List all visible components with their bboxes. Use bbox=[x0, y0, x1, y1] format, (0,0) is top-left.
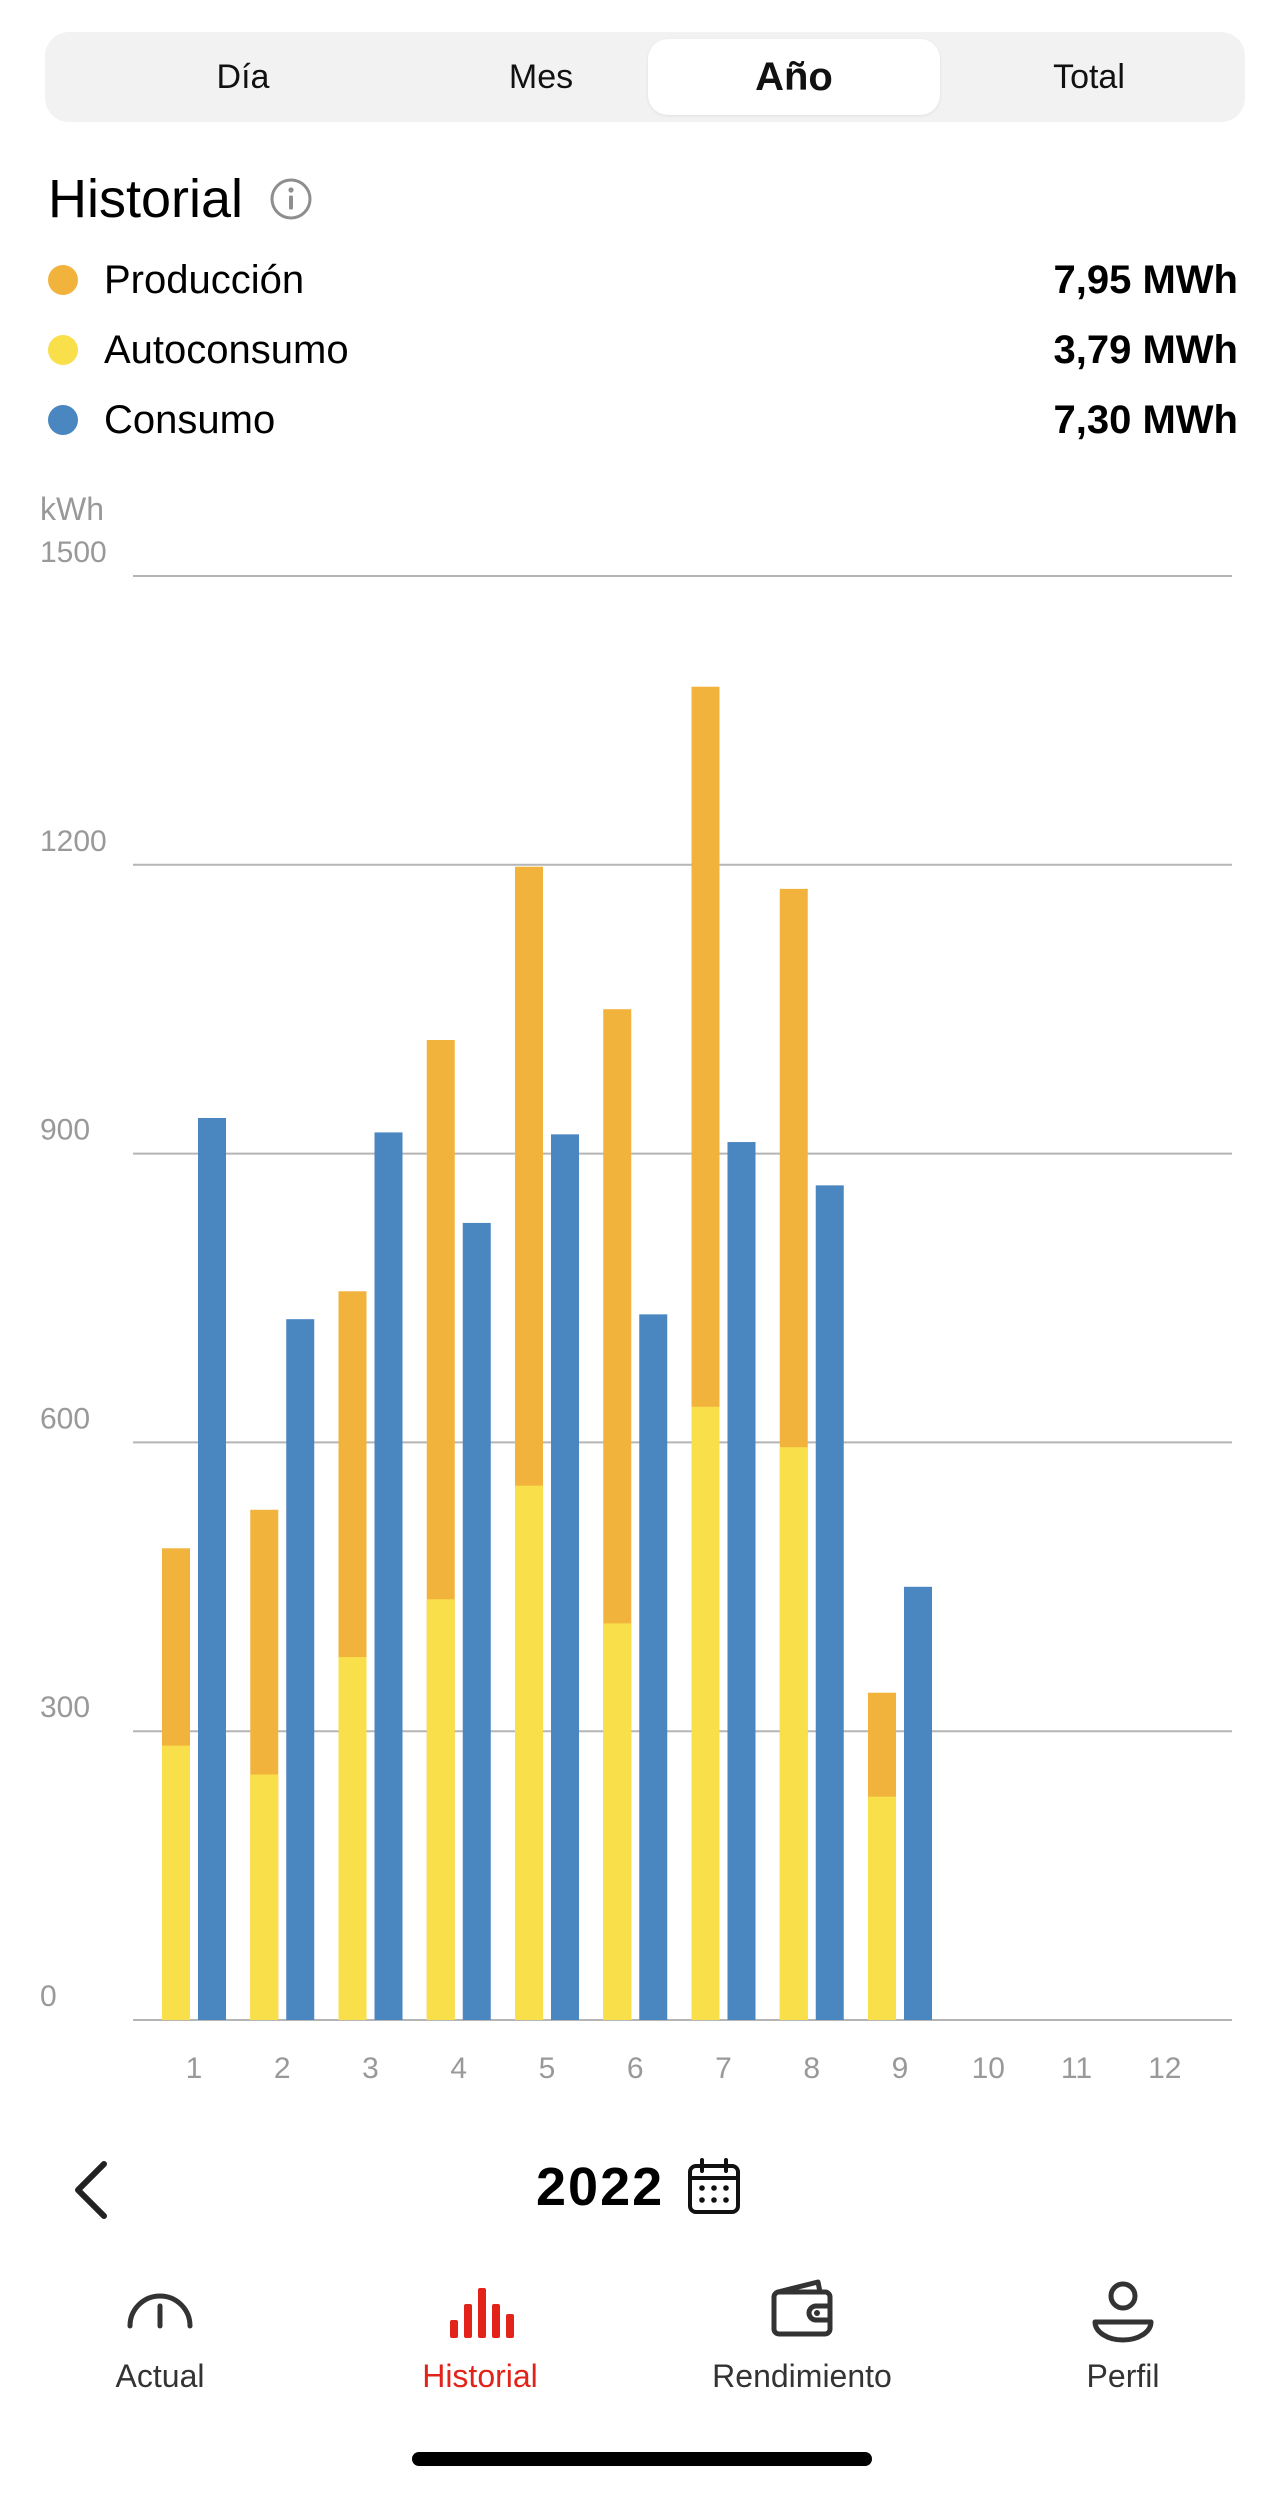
period-segmented-control: Día Mes Año Total bbox=[45, 32, 1245, 122]
bar-consumo bbox=[815, 1185, 844, 2020]
y-tick-label: 900 bbox=[40, 1114, 90, 1147]
info-icon[interactable] bbox=[269, 177, 313, 221]
home-indicator bbox=[412, 2452, 872, 2466]
bar-consumo bbox=[639, 1314, 668, 2020]
legend-label: Autoconsumo bbox=[104, 327, 349, 372]
bar-chart-icon bbox=[450, 2288, 514, 2338]
consumo-dot bbox=[48, 405, 78, 435]
year-label: 2022 bbox=[536, 2157, 665, 2217]
section-header: Historial bbox=[48, 168, 313, 230]
x-tick-label: 12 bbox=[1148, 2052, 1181, 2085]
y-tick-label: 1500 bbox=[40, 536, 107, 569]
bar-autoconsumo bbox=[868, 1796, 896, 2020]
bar-autoconsumo bbox=[338, 1657, 367, 2020]
year-navigator: 2022 bbox=[0, 2150, 1284, 2230]
nav-rendimiento[interactable]: Rendimiento bbox=[672, 2260, 932, 2410]
bar-consumo bbox=[551, 1134, 579, 2020]
x-tick-label: 3 bbox=[362, 2052, 379, 2085]
bar-consumo bbox=[374, 1132, 403, 2020]
y-tick-label: 0 bbox=[40, 1980, 57, 2013]
legend-consumo: Consumo 7,30 MWh bbox=[48, 390, 1238, 450]
x-tick-label: 2 bbox=[274, 2052, 291, 2085]
y-unit-label: kWh bbox=[40, 491, 104, 527]
bar-autoconsumo bbox=[691, 1406, 720, 2020]
legend-autoconsumo: Autoconsumo 3,79 MWh bbox=[48, 320, 1238, 380]
tab-ano[interactable]: Año bbox=[648, 39, 940, 115]
nav-historial-label: Historial bbox=[422, 2358, 538, 2394]
person-icon bbox=[1092, 2281, 1154, 2343]
section-title: Historial bbox=[48, 169, 244, 229]
nav-actual-label: Actual bbox=[115, 2358, 205, 2394]
autoconsumo-dot bbox=[48, 335, 78, 365]
nav-rendimiento-label: Rendimiento bbox=[712, 2358, 892, 2394]
nav-historial[interactable]: Historial bbox=[350, 2260, 610, 2410]
y-tick-label: 600 bbox=[40, 1402, 90, 1435]
tab-dia[interactable]: Día bbox=[216, 57, 270, 96]
bottom-tab-bar: Actual Historial Rendimiento Perfil bbox=[0, 2260, 1284, 2410]
nav-perfil-label: Perfil bbox=[1086, 2358, 1160, 2394]
x-tick-label: 9 bbox=[892, 2052, 909, 2085]
tab-total[interactable]: Total bbox=[1053, 57, 1125, 96]
bar-autoconsumo bbox=[250, 1774, 279, 2020]
y-tick-label: 1200 bbox=[40, 825, 107, 858]
bar-consumo bbox=[286, 1319, 315, 2020]
produccion-dot bbox=[48, 265, 78, 295]
legend-value: 7,95 MWh bbox=[1053, 257, 1238, 302]
legend-label: Producción bbox=[104, 257, 305, 302]
bar-autoconsumo bbox=[515, 1485, 543, 2020]
nav-actual[interactable]: Actual bbox=[30, 2260, 290, 2410]
legend-produccion: Producción 7,95 MWh bbox=[48, 250, 1238, 310]
bar-consumo bbox=[462, 1222, 491, 2020]
x-tick-label: 11 bbox=[1061, 2052, 1092, 2085]
legend-value: 3,79 MWh bbox=[1053, 327, 1238, 372]
bar-autoconsumo bbox=[162, 1745, 190, 2020]
bar-autoconsumo bbox=[603, 1623, 632, 2020]
legend-label: Consumo bbox=[104, 397, 276, 442]
chevron-left-icon[interactable] bbox=[62, 2156, 122, 2224]
bar-consumo bbox=[727, 1142, 756, 2020]
gauge-icon bbox=[127, 2293, 193, 2329]
y-tick-label: 300 bbox=[40, 1691, 90, 1724]
x-tick-label: 8 bbox=[803, 2052, 820, 2085]
x-tick-label: 7 bbox=[715, 2052, 732, 2085]
x-tick-label: 1 bbox=[186, 2052, 203, 2085]
calendar-icon bbox=[688, 2158, 741, 2214]
x-tick-label: 6 bbox=[627, 2052, 644, 2085]
legend-value: 7,30 MWh bbox=[1053, 397, 1238, 442]
bar-consumo bbox=[904, 1586, 932, 2020]
bar-autoconsumo bbox=[779, 1447, 808, 2020]
x-tick-label: 4 bbox=[450, 2052, 467, 2085]
x-tick-label: 5 bbox=[539, 2052, 556, 2085]
wallet-icon bbox=[771, 2279, 833, 2337]
bar-consumo bbox=[198, 1117, 226, 2020]
nav-perfil[interactable]: Perfil bbox=[993, 2260, 1253, 2410]
year-picker[interactable]: 2022 bbox=[536, 2156, 742, 2218]
tab-mes[interactable]: Mes bbox=[508, 57, 574, 96]
bar-autoconsumo bbox=[426, 1599, 455, 2020]
x-tick-label: 10 bbox=[972, 2052, 1005, 2085]
